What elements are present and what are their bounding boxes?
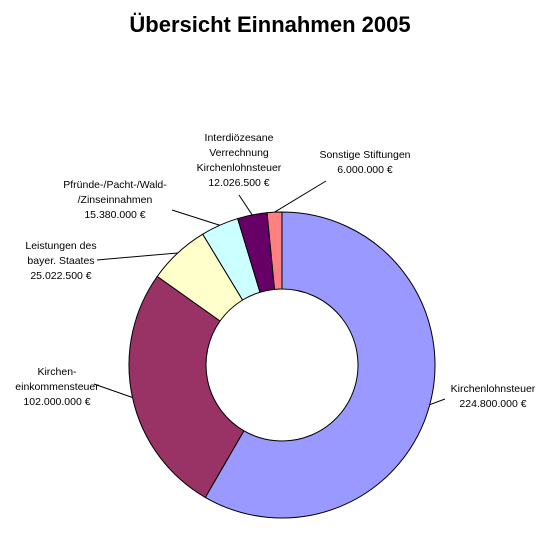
data-label-line: Verrechnung xyxy=(209,147,269,159)
data-label-line: 224.800.000 € xyxy=(459,398,526,410)
leader-lines xyxy=(93,180,446,406)
data-label-interdi-zesane-verrechnung-kirchenlohnsteuer: Interdiözesane Verrechnung Kirchenlohnsteu… xyxy=(197,132,282,189)
leader-line-sonstige-stiftungen xyxy=(274,180,327,213)
data-labels: Kirchenlohnsteuer 224.800.000 € Kirchen-ei… xyxy=(15,132,536,410)
data-label-line: Pfründe-/Pacht-/Wald- xyxy=(63,179,167,191)
leader-line-kirchen-einkommensteuer xyxy=(93,383,133,398)
data-label-line: Kirchenlohnsteuer xyxy=(197,162,282,174)
data-label-kirchenlohnsteuer: Kirchenlohnsteuer 224.800.000 € xyxy=(451,383,536,410)
chart-title: Übersicht Einnahmen 2005 xyxy=(129,12,410,37)
slice-kirchen-einkommensteuer xyxy=(128,275,245,499)
data-label-line: Leistungen des xyxy=(25,240,96,252)
slice-kirchenlohnsteuer xyxy=(204,211,436,519)
data-label-line: Sonstige Stiftungen xyxy=(319,149,410,161)
data-label-line: bayer. Staates xyxy=(27,255,94,267)
data-label-line: 6.000.000 € xyxy=(337,164,393,176)
data-label-line: 102.000.000 € xyxy=(23,396,90,408)
data-label-line: Kirchenlohnsteuer xyxy=(451,383,536,395)
slice-sonstige-stiftungen xyxy=(266,211,283,290)
data-label-line: 15.380.000 € xyxy=(84,209,145,221)
leader-line-pfr-nde-pacht-wald-zinseinnahmen xyxy=(171,209,220,226)
data-label-line: Interdiözesane xyxy=(205,132,274,144)
leader-line-interdi-zesane-verrechnung-kirchenlohnsteuer xyxy=(238,194,253,216)
slices xyxy=(128,211,436,519)
leader-line-kirchenlohnsteuer xyxy=(429,398,446,406)
data-label-kirchen-einkommensteuer: Kirchen-einkommensteuer 102.000.000 € xyxy=(15,366,99,408)
data-label-pfr-nde-pacht-wald-zinseinnahmen: Pfründe-/Pacht-/Wald- /Zinseinnahmen 15.38… xyxy=(63,179,167,221)
data-label-line: 25.022.500 € xyxy=(30,270,91,282)
data-label-leistungen-des-bayer-staates: Leistungen des bayer. Staates 25.022.500 € xyxy=(25,240,96,282)
data-label-line: /Zinseinnahmen xyxy=(78,194,153,206)
data-label-sonstige-stiftungen: Sonstige Stiftungen 6.000.000 € xyxy=(319,149,410,176)
data-label-line: Kirchen- xyxy=(37,366,77,378)
data-label-line: einkommensteuer xyxy=(15,381,99,393)
data-label-line: 12.026.500 € xyxy=(208,177,269,189)
leader-line-leistungen-des-bayer-staates xyxy=(96,252,178,261)
